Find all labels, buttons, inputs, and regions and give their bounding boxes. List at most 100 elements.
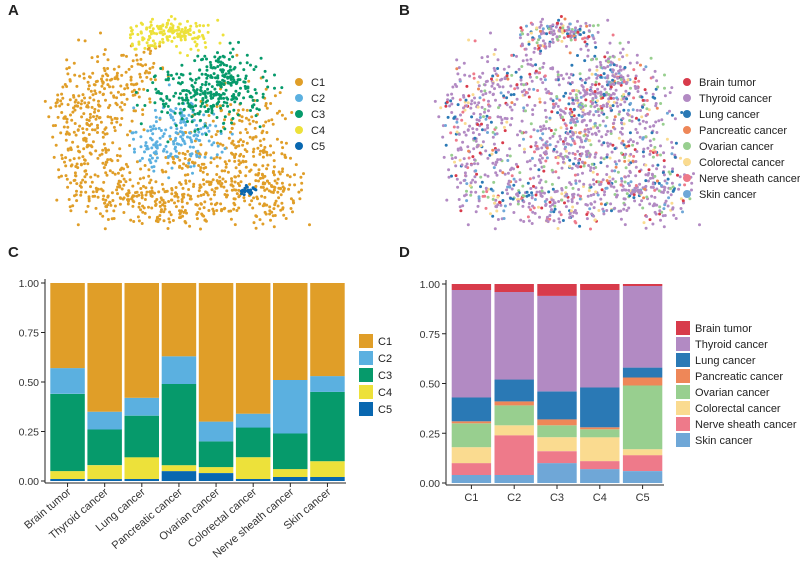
- umap-cancer-point: [453, 160, 456, 164]
- legend-a-label-c2: C2: [311, 93, 325, 105]
- bar-segment-nerve-sheath-cancer-c4: [273, 469, 308, 477]
- umap-cancer-point: [552, 29, 556, 33]
- umap-cluster-point: [144, 141, 148, 145]
- umap-cancer-point: [570, 200, 574, 204]
- umap-cluster-point: [147, 174, 151, 178]
- umap-cluster-point: [76, 223, 80, 227]
- umap-cancer-point: [575, 96, 579, 100]
- umap-cluster-point: [229, 74, 233, 78]
- umap-cluster-point: [101, 81, 105, 85]
- umap-cancer-point: [619, 183, 623, 187]
- umap-cluster-point: [115, 120, 119, 124]
- panel-letter-a: A: [8, 2, 19, 19]
- umap-cluster-point: [72, 130, 76, 134]
- umap-cluster-point: [287, 187, 291, 191]
- umap-cancer-point: [450, 92, 454, 96]
- umap-cancer-point: [568, 164, 572, 168]
- umap-cancer-point: [586, 149, 590, 153]
- umap-cancer-point: [640, 199, 644, 203]
- umap-cluster-point: [195, 123, 199, 127]
- umap-cluster-point: [110, 118, 114, 122]
- umap-cluster-point: [159, 129, 163, 132]
- umap-cluster-point: [112, 217, 116, 220]
- umap-cluster-point: [192, 31, 196, 35]
- bar-segment-c2-thyroid-cancer: [494, 292, 534, 380]
- umap-cancer-point: [564, 107, 568, 110]
- umap-cancer-point: [615, 64, 619, 67]
- umap-cancer-point: [669, 193, 673, 197]
- umap-cancer-point: [613, 127, 617, 131]
- umap-cluster-point: [132, 106, 136, 110]
- umap-cancer-point: [662, 159, 666, 163]
- umap-cancer-point: [510, 101, 514, 105]
- umap-cancer-point: [557, 176, 561, 180]
- umap-cluster-point: [82, 112, 86, 116]
- umap-cancer-point: [547, 27, 551, 31]
- umap-cluster-point: [275, 137, 279, 141]
- umap-cancer-point: [475, 145, 479, 149]
- umap-cluster-point: [161, 37, 165, 41]
- umap-cluster-point: [158, 44, 162, 48]
- umap-cancer-point: [522, 137, 525, 141]
- umap-cancer-point: [464, 174, 468, 178]
- umap-cluster-point: [130, 119, 134, 123]
- umap-cancer-point: [509, 123, 512, 127]
- umap-cancer-point: [566, 34, 570, 38]
- umap-cluster-point: [160, 182, 164, 186]
- umap-cluster-point: [243, 199, 247, 203]
- umap-cluster-point: [137, 40, 141, 44]
- umap-cluster-point: [54, 124, 57, 127]
- umap-cluster-point: [291, 199, 295, 203]
- umap-cluster-point: [260, 131, 264, 135]
- umap-cancer-point: [613, 160, 617, 164]
- umap-cancer-point: [496, 67, 500, 70]
- umap-cancer-point: [602, 72, 606, 76]
- umap-cancer-point: [612, 63, 616, 67]
- umap-cancer-point: [554, 128, 558, 132]
- umap-cancer-point: [570, 117, 574, 121]
- umap-cancer-point: [690, 181, 694, 185]
- x-tick-label-c1: C1: [464, 492, 478, 504]
- umap-cancer-point: [670, 113, 674, 117]
- umap-cluster-point: [249, 109, 252, 112]
- bar-segment-lung-cancer-c3: [124, 415, 159, 458]
- umap-cluster-point: [251, 206, 255, 210]
- umap-cancer-point: [621, 97, 625, 101]
- umap-cluster-point: [79, 106, 83, 110]
- umap-cancer-point: [618, 41, 622, 45]
- umap-cancer-point: [576, 193, 580, 197]
- umap-cluster-point: [57, 168, 61, 172]
- umap-cancer-point: [496, 158, 500, 162]
- umap-cancer-point: [607, 57, 610, 61]
- bar-segment-lung-cancer-c4: [124, 457, 159, 479]
- umap-cluster-point: [100, 77, 103, 81]
- umap-cluster-point: [94, 117, 98, 121]
- umap-cluster-point: [179, 143, 183, 147]
- umap-cancer-point: [457, 132, 461, 136]
- umap-cancer-point: [595, 76, 599, 80]
- umap-cluster-point: [261, 75, 265, 79]
- umap-cluster-point: [92, 98, 96, 102]
- umap-cancer-point: [458, 78, 462, 82]
- umap-cluster-point: [188, 72, 192, 76]
- umap-cancer-point: [592, 113, 596, 117]
- legend-d-key-pancreatic-cancer: [676, 369, 690, 383]
- umap-cancer-point: [458, 98, 462, 102]
- umap-cluster-point: [299, 175, 303, 179]
- umap-cancer-point: [570, 130, 574, 134]
- umap-cluster-point: [78, 124, 82, 128]
- umap-cancer-point: [558, 134, 562, 138]
- umap-cluster-point: [182, 107, 186, 111]
- umap-cancer-point: [548, 42, 552, 46]
- umap-cancer-point: [451, 85, 455, 89]
- bar-segment-colorectal-cancer-c5: [235, 479, 271, 481]
- umap-cluster-point: [139, 122, 143, 126]
- umap-cluster-point: [231, 47, 235, 51]
- umap-cluster-point: [257, 171, 261, 175]
- umap-cancer-point: [589, 143, 593, 147]
- umap-cancer-point: [490, 152, 494, 156]
- umap-cluster-point: [234, 82, 238, 86]
- umap-cluster-point: [124, 162, 128, 166]
- umap-cancer-point: [521, 184, 525, 188]
- umap-cluster-point: [185, 117, 189, 121]
